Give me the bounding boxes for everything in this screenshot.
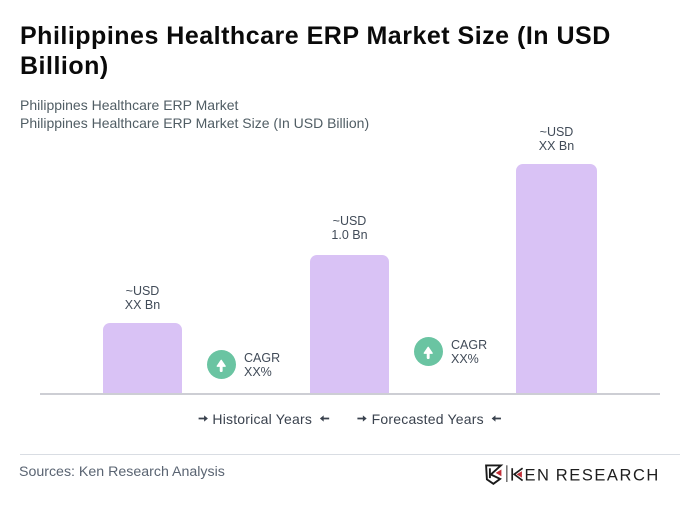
svg-text:RESEARCH: RESEARCH: [556, 467, 660, 485]
svg-text:EN: EN: [525, 467, 551, 485]
